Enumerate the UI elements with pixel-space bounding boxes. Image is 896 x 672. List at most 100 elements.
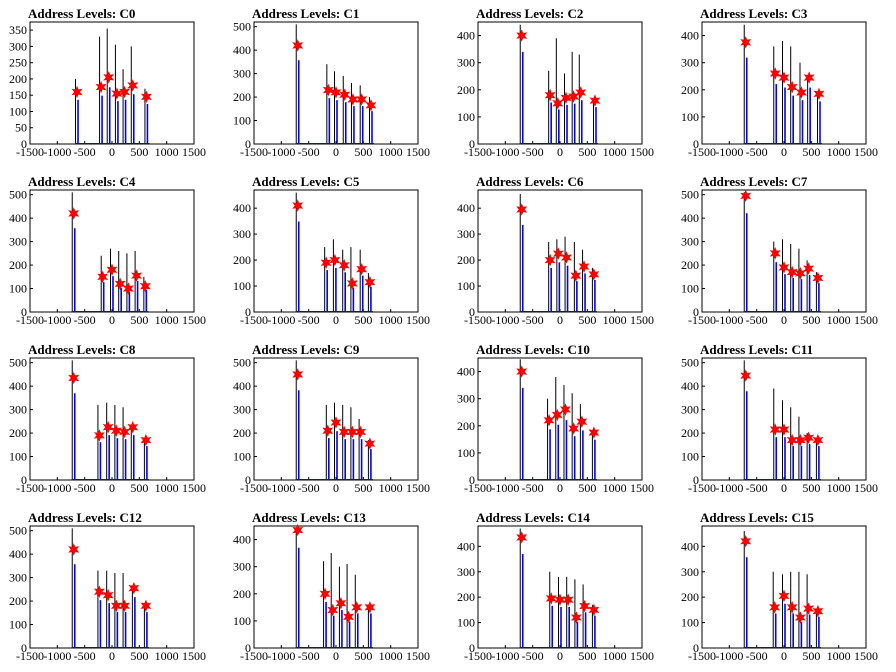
peak-marker [347, 93, 359, 106]
chart-title: Address Levels: C4 [28, 174, 136, 189]
x-tick-label: -1500 [688, 481, 716, 495]
y-tick-label: 100 [9, 618, 27, 632]
peak-marker [292, 39, 304, 52]
x-tick-label: 500 [130, 649, 148, 663]
chart-title: Address Levels: C13 [252, 510, 366, 525]
plot-frame [477, 357, 643, 481]
x-tick-label: -1500 [464, 145, 492, 159]
peak-marker [740, 36, 752, 49]
x-tick-label: 1500 [854, 145, 878, 159]
plot-frame [701, 357, 867, 481]
peak-marker [127, 79, 139, 92]
x-tick-label: -1000 [267, 313, 295, 327]
y-tick-label: 400 [233, 533, 251, 547]
plot-frame [29, 21, 195, 145]
x-tick-label: 0 [109, 481, 115, 495]
peak-marker [140, 433, 152, 447]
peak-marker [516, 203, 528, 216]
chart-title: Address Levels: C6 [476, 174, 584, 189]
x-tick-label: 1000 [603, 481, 627, 495]
x-tick-label: 1000 [827, 649, 851, 663]
peak-marker [778, 589, 790, 603]
address-levels-chart-7: Address Levels: C70100200300400500-1500-… [681, 174, 878, 327]
chart-title: Address Levels: C0 [28, 6, 135, 21]
peak-marker [552, 247, 564, 260]
peak-marker [327, 603, 339, 617]
y-tick-label: 100 [457, 616, 475, 630]
y-tick-label: 100 [233, 114, 251, 128]
peak-marker [588, 603, 600, 617]
peak-marker [740, 534, 752, 548]
y-tick-label: 300 [9, 39, 27, 53]
x-tick-label: 1500 [182, 313, 206, 327]
peak-marker [568, 422, 580, 435]
x-tick-label: -1000 [267, 481, 295, 495]
address-levels-chart-10: Address Levels: C10 0 100 200 300 400 -1500 -10… [457, 342, 654, 495]
y-tick-label: 300 [681, 235, 699, 249]
y-tick-label: 300 [681, 565, 699, 579]
chart-title: Address Levels: C10 [476, 342, 590, 357]
address-levels-chart-1: Address Levels: C10100200300400500-1500-… [233, 6, 430, 159]
x-tick-label: -1500 [240, 649, 268, 663]
y-tick-label: 400 [233, 201, 251, 215]
peak-marker [740, 189, 752, 203]
peak-marker [545, 592, 557, 605]
peak-marker [330, 86, 342, 99]
peak-marker [778, 261, 790, 274]
y-tick-label: 500 [9, 356, 27, 370]
x-tick-label: 0 [109, 649, 115, 663]
x-tick-label: 0 [781, 145, 787, 159]
peak-marker [786, 601, 798, 614]
peak-marker [786, 80, 798, 94]
x-tick-label: 1500 [630, 313, 654, 327]
plot-frame [701, 525, 867, 649]
x-tick-label: 1500 [630, 145, 654, 159]
peak-marker [338, 425, 350, 439]
x-tick-label: 0 [109, 145, 115, 159]
y-tick-label: 200 [233, 587, 251, 601]
y-tick-label: 0 [245, 473, 251, 487]
y-tick-label: 150 [9, 88, 27, 102]
address-levels-chart-15: Address Levels: C15 0 100 200 300 400 -1500 -10… [681, 510, 878, 663]
peak-marker [769, 601, 781, 614]
y-tick-label: 400 [457, 365, 475, 379]
y-tick-label: 250 [9, 56, 27, 70]
x-tick-label: -500 [746, 481, 768, 495]
y-tick-label: 100 [457, 279, 475, 293]
y-tick-label: 300 [9, 403, 27, 417]
y-tick-label: 200 [233, 90, 251, 104]
y-tick-label: 200 [681, 83, 699, 97]
y-tick-label: 400 [457, 29, 475, 43]
y-tick-label: 400 [9, 547, 27, 561]
peak-marker [106, 263, 118, 277]
x-tick-label: 500 [130, 481, 148, 495]
x-tick-label: 500 [130, 145, 148, 159]
peak-marker [552, 97, 564, 110]
x-tick-label: 500 [354, 481, 372, 495]
peak-marker [140, 90, 152, 104]
y-tick-label: 100 [233, 279, 251, 293]
peak-marker [322, 424, 334, 438]
y-tick-label: 400 [681, 29, 699, 43]
peak-marker [102, 420, 114, 434]
x-tick-label: 1000 [155, 649, 179, 663]
peak-marker [356, 93, 368, 106]
x-tick-label: 1500 [406, 649, 430, 663]
peak-marker [803, 262, 815, 275]
y-tick-label: 0 [21, 137, 27, 151]
peak-marker [339, 88, 351, 102]
y-tick-label: 300 [457, 56, 475, 70]
y-tick-label: 500 [681, 188, 699, 202]
x-tick-label: 0 [781, 313, 787, 327]
x-tick-label: -500 [746, 145, 768, 159]
peak-marker [364, 275, 376, 289]
y-tick-label: 50 [15, 121, 27, 135]
x-tick-label: 0 [557, 313, 563, 327]
chart-title: Address Levels: C7 [700, 174, 808, 189]
y-tick-label: 100 [457, 110, 475, 124]
x-tick-label: 1000 [379, 649, 403, 663]
x-tick-label: 1500 [854, 481, 878, 495]
x-tick-label: 500 [802, 145, 820, 159]
x-tick-label: 1000 [827, 481, 851, 495]
y-tick-label: 100 [681, 110, 699, 124]
